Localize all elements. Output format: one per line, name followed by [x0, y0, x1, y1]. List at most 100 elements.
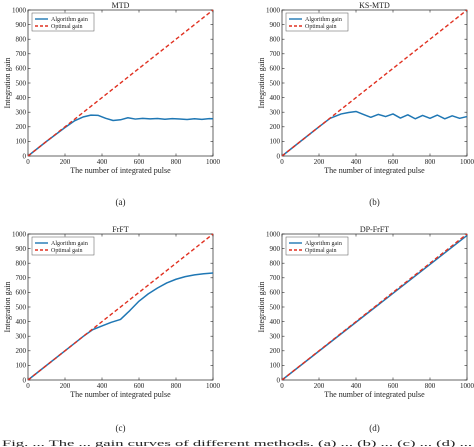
y-tick-label: 900: [270, 245, 281, 253]
panel-caption: (a): [116, 197, 126, 207]
data-point: [212, 118, 213, 119]
legend-label: Optimal gain: [51, 24, 83, 30]
y-tick-label: 500: [16, 303, 27, 311]
data-point: [83, 336, 84, 337]
y-tick-label: 200: [270, 347, 281, 355]
y-axis-label: Integration gain: [3, 58, 12, 109]
y-tick-label: 900: [270, 21, 281, 29]
data-point: [385, 116, 386, 117]
y-axis-label: Integration gain: [3, 282, 12, 333]
series-line-algorithm-gain: [27, 114, 214, 157]
legend-label: Algorithm gain: [305, 241, 342, 247]
data-point: [212, 272, 213, 273]
data-point: [466, 9, 467, 10]
data-point: [105, 118, 106, 119]
data-point: [113, 120, 114, 121]
chart-title: DP-FrFT: [360, 225, 389, 234]
data-point: [370, 117, 371, 118]
data-point: [101, 325, 102, 326]
data-point: [138, 301, 139, 302]
data-point: [90, 115, 91, 116]
series-line-optimal-gain: [27, 9, 214, 157]
x-tick-label: 1000: [206, 382, 221, 390]
data-point: [429, 118, 430, 119]
data-point: [27, 379, 28, 380]
x-tick-label: 400: [351, 382, 362, 390]
y-tick-label: 600: [16, 65, 27, 73]
x-tick-label: 0: [280, 158, 284, 166]
y-axis-label: Integration gain: [257, 58, 266, 109]
x-tick-label: 0: [280, 382, 284, 390]
y-tick-label: 900: [16, 21, 27, 29]
y-tick-label: 800: [270, 260, 281, 268]
y-tick-label: 900: [16, 245, 27, 253]
x-tick-label: 1000: [460, 158, 474, 166]
series-line-optimal-gain: [281, 9, 468, 157]
y-tick-label: 100: [270, 138, 281, 146]
y-tick-label: 1000: [266, 230, 281, 238]
y-tick-label: 1000: [266, 6, 281, 14]
y-tick-label: 400: [16, 94, 27, 102]
y-tick-label: 200: [16, 123, 27, 131]
data-point: [148, 293, 149, 294]
data-point: [179, 118, 180, 119]
y-tick-label: 500: [16, 79, 27, 87]
y-tick-label: 600: [270, 65, 281, 73]
legend-label: Algorithm gain: [305, 17, 342, 23]
data-point: [194, 274, 195, 275]
data-point: [175, 279, 176, 280]
x-tick-label: 600: [134, 382, 145, 390]
y-tick-label: 800: [270, 36, 281, 44]
data-point: [400, 117, 401, 118]
y-tick-label: 300: [16, 333, 27, 341]
y-tick-label: 600: [16, 289, 27, 297]
y-tick-label: 500: [270, 79, 281, 87]
data-point: [98, 115, 99, 116]
caption-strip: Fig. ... The ... gain curves of differen…: [2, 439, 472, 447]
y-tick-label: 500: [270, 303, 281, 311]
chart-panel-3: 0 100 200 300 400 500 600 700 800 900 1000 0 200 400 6…: [3, 225, 221, 433]
data-point: [201, 119, 202, 120]
data-point: [142, 118, 143, 119]
y-axis-label: Integration gain: [257, 282, 266, 333]
x-axis-label: The number of integrated pulse: [324, 390, 425, 399]
panel-caption: (d): [369, 423, 380, 433]
legend-label: Optimal gain: [305, 24, 337, 30]
data-point: [348, 112, 349, 113]
x-tick-label: 800: [425, 382, 436, 390]
data-point: [341, 113, 342, 114]
y-tick-label: 100: [16, 362, 27, 370]
x-tick-label: 200: [314, 382, 325, 390]
y-tick-label: 1000: [12, 6, 27, 14]
data-point: [355, 111, 356, 112]
y-tick-label: 0: [23, 376, 27, 384]
x-axis-label: The number of integrated pulse: [70, 166, 171, 175]
data-point: [150, 118, 151, 119]
x-tick-label: 400: [97, 382, 108, 390]
y-tick-label: 300: [270, 109, 281, 117]
x-tick-label: 0: [26, 382, 30, 390]
x-tick-label: 800: [171, 158, 182, 166]
data-point: [407, 114, 408, 115]
data-point: [83, 116, 84, 117]
y-tick-label: 1000: [12, 230, 27, 238]
data-point: [166, 282, 167, 283]
x-tick-label: 400: [97, 158, 108, 166]
x-axis-label: The number of integrated pulse: [70, 390, 171, 399]
legend-label: Optimal gain: [305, 248, 337, 254]
data-point: [415, 118, 416, 119]
y-tick-label: 200: [16, 347, 27, 355]
y-tick-label: 400: [270, 318, 281, 326]
y-tick-label: 400: [16, 318, 27, 326]
y-tick-label: 400: [270, 94, 281, 102]
data-point: [466, 233, 467, 234]
y-tick-label: 100: [16, 138, 27, 146]
data-point: [444, 118, 445, 119]
data-point: [127, 117, 128, 118]
data-point: [157, 118, 158, 119]
data-point: [120, 119, 121, 120]
y-tick-label: 300: [270, 333, 281, 341]
legend-label: Optimal gain: [51, 248, 83, 254]
data-point: [459, 118, 460, 119]
y-tick-label: 0: [277, 152, 281, 160]
